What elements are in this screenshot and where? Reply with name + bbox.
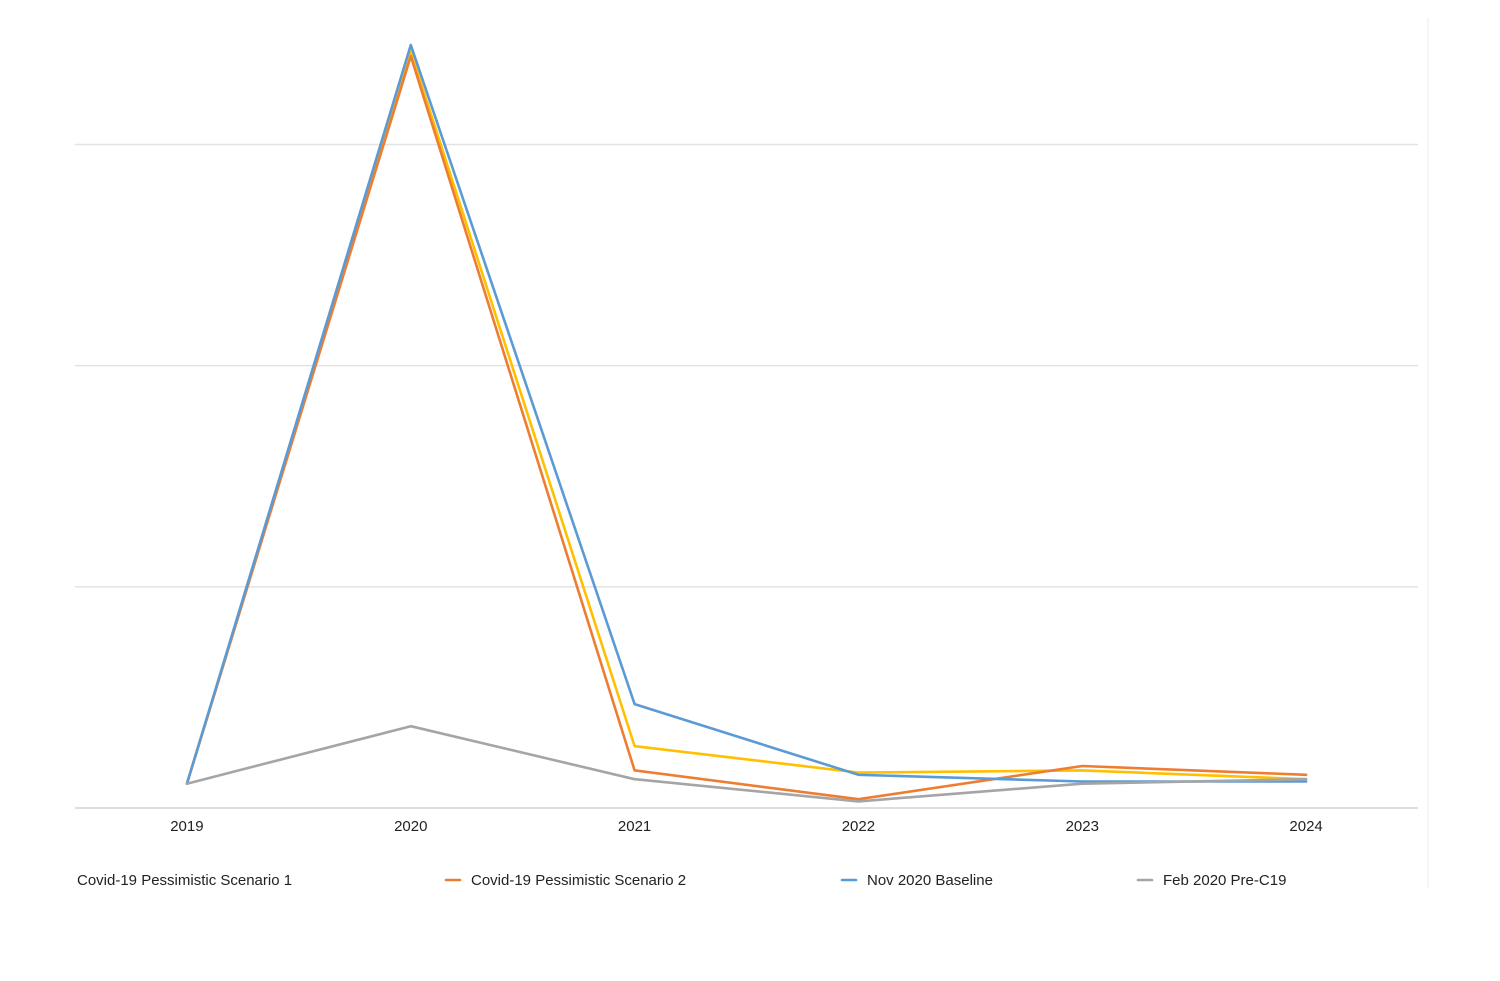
legend-label-4: Feb 2020 Pre-C19 [1163,872,1286,889]
x-tick-label-2019: 2019 [170,818,203,835]
x-tick-label-2023: 2023 [1066,818,1099,835]
series-line-4 [185,724,1308,803]
legend-label-3: Nov 2020 Baseline [867,872,993,889]
series-lines [185,43,1308,803]
x-tick-label-2021: 2021 [618,818,651,835]
x-tick-label-2020: 2020 [394,818,427,835]
series-line-3 [185,43,1308,786]
x-tick-label-2024: 2024 [1289,818,1322,835]
x-tick-label-2022: 2022 [842,818,875,835]
series-line-1 [185,50,1308,786]
x-axis: 2019 2020 2021 2022 2023 2024 [170,818,1323,835]
legend-label-2: Covid-19 Pessimistic Scenario 2 [471,872,686,889]
series-line-2 [185,54,1308,801]
gridlines [75,143,1418,809]
legend: Covid-19 Pessimistic Scenario 1 Covid-19 … [77,872,1286,889]
legend-label-1: Covid-19 Pessimistic Scenario 1 [77,872,292,889]
